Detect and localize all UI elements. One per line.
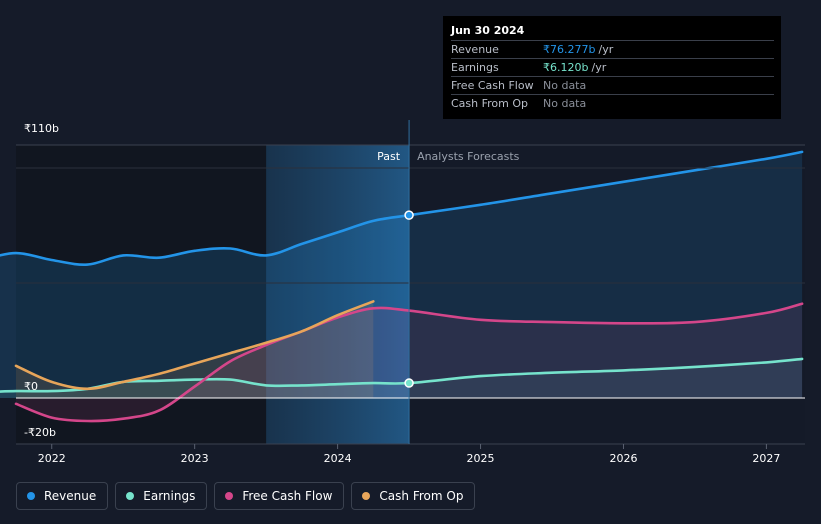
tooltip-value: ₹76.277b bbox=[543, 43, 596, 56]
y-axis-label: -₹20b bbox=[24, 426, 56, 439]
forecast-overlay bbox=[409, 145, 805, 444]
series-area-revenue bbox=[0, 151, 803, 398]
y-axis-label: ₹110b bbox=[24, 122, 59, 135]
x-tick-label: 2027 bbox=[752, 452, 780, 465]
y-axis-label: ₹0 bbox=[24, 380, 38, 393]
forecast-label: Analysts Forecasts bbox=[417, 150, 520, 163]
legend: Revenue Earnings Free Cash Flow Cash Fro… bbox=[16, 482, 476, 510]
marker-revenue bbox=[404, 210, 414, 220]
legend-item-free-cash-flow[interactable]: Free Cash Flow bbox=[214, 482, 345, 510]
tooltip-label: Cash From Op bbox=[451, 97, 529, 110]
highlight-region bbox=[266, 145, 410, 444]
legend-dot-icon bbox=[27, 492, 35, 500]
x-tick-label: 2025 bbox=[467, 452, 495, 465]
series-line-cash-from-op bbox=[14, 300, 375, 391]
x-tick-label: 2022 bbox=[38, 452, 66, 465]
tooltip: Jun 30 2024 Revenue ₹76.277b /yr Earning… bbox=[443, 16, 781, 119]
legend-dot-icon bbox=[362, 492, 371, 500]
legend-label: Cash From Op bbox=[379, 489, 464, 503]
tooltip-unit: /yr bbox=[591, 61, 607, 74]
legend-dot-icon bbox=[126, 492, 135, 500]
past-panel bbox=[16, 145, 267, 444]
tooltip-value: No data bbox=[543, 79, 587, 92]
tooltip-label: Free Cash Flow bbox=[451, 79, 534, 92]
tooltip-row-cash-from-op: Cash From Op No data bbox=[451, 95, 774, 112]
past-label: Past bbox=[377, 150, 401, 163]
tooltip-unit: /yr bbox=[598, 43, 614, 56]
legend-item-cash-from-op[interactable]: Cash From Op bbox=[351, 482, 476, 510]
tooltip-date: Jun 30 2024 bbox=[451, 22, 774, 41]
series-area-cash-from-op bbox=[16, 301, 374, 398]
legend-item-revenue[interactable]: Revenue bbox=[16, 482, 109, 510]
tooltip-row-free-cash-flow: Free Cash Flow No data bbox=[451, 77, 774, 95]
x-tick-label: 2023 bbox=[181, 452, 209, 465]
tooltip-row-earnings: Earnings ₹6.120b /yr bbox=[451, 59, 774, 77]
tooltip-label: Revenue bbox=[451, 43, 499, 56]
x-tick-label: 2024 bbox=[324, 452, 352, 465]
legend-dot-icon bbox=[225, 492, 234, 500]
series-line-free-cash-flow bbox=[14, 302, 804, 423]
legend-item-earnings[interactable]: Earnings bbox=[115, 482, 208, 510]
tooltip-value: ₹6.120b bbox=[543, 61, 589, 74]
series-area-earnings bbox=[0, 358, 803, 398]
legend-label: Revenue bbox=[44, 489, 97, 503]
marker-earnings bbox=[404, 378, 414, 388]
x-tick-label: 2026 bbox=[609, 452, 637, 465]
tooltip-label: Earnings bbox=[451, 61, 499, 74]
series-line-revenue bbox=[0, 150, 804, 267]
legend-label: Earnings bbox=[143, 489, 196, 503]
tooltip-row-revenue: Revenue ₹76.277b /yr bbox=[451, 41, 774, 59]
tooltip-value: No data bbox=[543, 97, 587, 110]
legend-label: Free Cash Flow bbox=[242, 489, 333, 503]
